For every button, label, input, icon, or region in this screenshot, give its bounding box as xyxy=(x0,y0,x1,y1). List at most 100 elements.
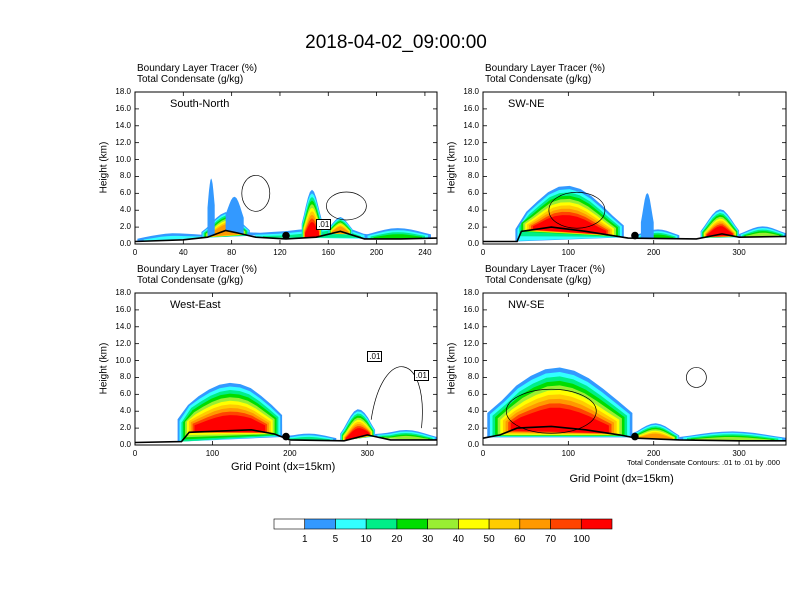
x-axis-label: Grid Point (dx=15km) xyxy=(231,461,336,473)
y-tick-label: 10.0 xyxy=(463,154,479,164)
location-marker xyxy=(631,432,639,441)
tracer-blob-3-level-1 xyxy=(225,196,244,235)
x-axis-label: Grid Point (dx=15km) xyxy=(569,473,674,485)
legend-swatch xyxy=(458,518,490,530)
panel-title-line-2: Total Condensate (g/kg) xyxy=(137,74,244,85)
tracer-blob-7-level-4 xyxy=(373,234,422,239)
contour-note: Total Condensate Contours: .01 to .01 by… xyxy=(627,458,781,467)
plot-frame xyxy=(482,91,787,245)
x-tick-label: 100 xyxy=(205,449,220,458)
y-axis-label: Height (km) xyxy=(446,141,458,194)
y-tick-label: 4.0 xyxy=(467,406,479,416)
plot-frame xyxy=(134,91,438,245)
legend-swatch xyxy=(304,518,336,530)
y-tick-label: 10.0 xyxy=(463,355,479,365)
y-tick-label: 8.0 xyxy=(467,171,479,181)
legend-swatch xyxy=(550,518,582,530)
tracer-blob-8-level-1 xyxy=(207,178,215,238)
y-tick-label: 8.0 xyxy=(119,171,131,181)
condensate-contour xyxy=(326,191,367,221)
y-tick-label: 18.0 xyxy=(115,288,131,297)
panel-title-line-1: Boundary Layer Tracer (%) xyxy=(137,264,258,275)
x-tick-label: 160 xyxy=(321,248,335,257)
legend-label: 1 xyxy=(301,534,308,545)
figure-title: 2018-04-02_09:00:00 xyxy=(305,32,487,53)
tracer-blob-1-level-10 xyxy=(532,215,607,235)
y-tick-label: 0.0 xyxy=(467,440,479,449)
tracer-blob-1-level-10 xyxy=(194,415,266,433)
x-tick-label: 0 xyxy=(480,449,486,458)
tracer-blob-5-level-10 xyxy=(305,222,319,238)
tracer-blob-3-level-1 xyxy=(640,193,654,239)
y-tick-label: 14.0 xyxy=(115,120,131,130)
y-tick-label: 10.0 xyxy=(115,154,131,164)
x-tick-label: 200 xyxy=(283,449,297,458)
legend-label: 30 xyxy=(422,534,434,545)
y-axis-label: Height (km) xyxy=(446,342,458,395)
y-tick-label: 0.0 xyxy=(467,239,479,248)
y-tick-label: 12.0 xyxy=(463,137,479,147)
panel-3 xyxy=(134,292,438,446)
legend-label: 60 xyxy=(514,534,526,545)
panel-4 xyxy=(482,292,787,446)
panel-name-label: NW-SE xyxy=(508,299,545,311)
x-tick-label: 0 xyxy=(480,248,486,257)
y-tick-label: 16.0 xyxy=(463,103,479,113)
y-axis-label: Height (km) xyxy=(98,342,110,395)
contour-label: .01 xyxy=(316,218,332,230)
y-tick-label: 8.0 xyxy=(119,372,131,382)
x-tick-label: 80 xyxy=(227,248,237,257)
legend-label: 20 xyxy=(391,534,403,545)
y-tick-label: 12.0 xyxy=(115,137,131,147)
panel-2 xyxy=(482,91,787,245)
legend-swatch xyxy=(335,518,367,530)
plot-frame xyxy=(134,292,438,446)
x-tick-label: 200 xyxy=(647,449,661,458)
panel-name-label: West-East xyxy=(170,299,221,311)
panel-name-label: South-North xyxy=(170,98,230,110)
legend-swatch xyxy=(427,518,459,530)
location-marker xyxy=(282,432,290,441)
panel-1 xyxy=(134,91,438,245)
terrain-line xyxy=(483,226,787,243)
y-tick-label: 4.0 xyxy=(467,205,479,215)
y-tick-label: 6.0 xyxy=(119,389,131,399)
panel-title-line-1: Boundary Layer Tracer (%) xyxy=(485,264,606,275)
y-axis-label: Height (km) xyxy=(98,141,110,194)
panel-title-line-2: Total Condensate (g/kg) xyxy=(137,275,244,286)
contour-label: .01 xyxy=(367,351,383,363)
y-tick-label: 4.0 xyxy=(119,406,131,416)
y-tick-label: 12.0 xyxy=(463,338,479,348)
tracer-blob-1-level-2 xyxy=(143,235,202,242)
panel-name-label: SW-NE xyxy=(508,98,545,110)
location-marker xyxy=(631,231,639,240)
tracer-blob-4-level-5 xyxy=(383,435,429,440)
y-tick-label: 6.0 xyxy=(467,188,479,198)
y-tick-label: 16.0 xyxy=(115,103,131,113)
x-tick-label: 300 xyxy=(732,248,746,257)
x-tick-label: 200 xyxy=(647,248,661,257)
y-tick-label: 18.0 xyxy=(115,87,131,96)
y-tick-label: 10.0 xyxy=(115,355,131,365)
color-legend xyxy=(273,518,613,530)
condensate-contour xyxy=(686,367,707,388)
x-tick-label: 0 xyxy=(132,449,138,458)
legend-swatch xyxy=(488,518,521,530)
legend-label: 70 xyxy=(544,534,557,545)
terrain-line xyxy=(482,425,786,442)
legend-label: 5 xyxy=(332,534,339,545)
y-tick-label: 8.0 xyxy=(467,372,479,382)
panel-title-line-1: Boundary Layer Tracer (%) xyxy=(137,63,258,74)
y-tick-label: 2.0 xyxy=(119,222,131,232)
condensate-contour xyxy=(548,191,606,229)
tracer-blob-3-level-10 xyxy=(345,428,370,441)
x-tick-label: 300 xyxy=(360,449,374,458)
legend-swatch xyxy=(396,518,428,530)
y-tick-label: 0.0 xyxy=(119,239,131,248)
condensate-contour xyxy=(370,366,423,429)
legend-swatch xyxy=(273,518,306,530)
x-tick-label: 0 xyxy=(132,248,138,257)
x-tick-label: 200 xyxy=(369,248,384,257)
legend-swatch xyxy=(365,518,398,530)
